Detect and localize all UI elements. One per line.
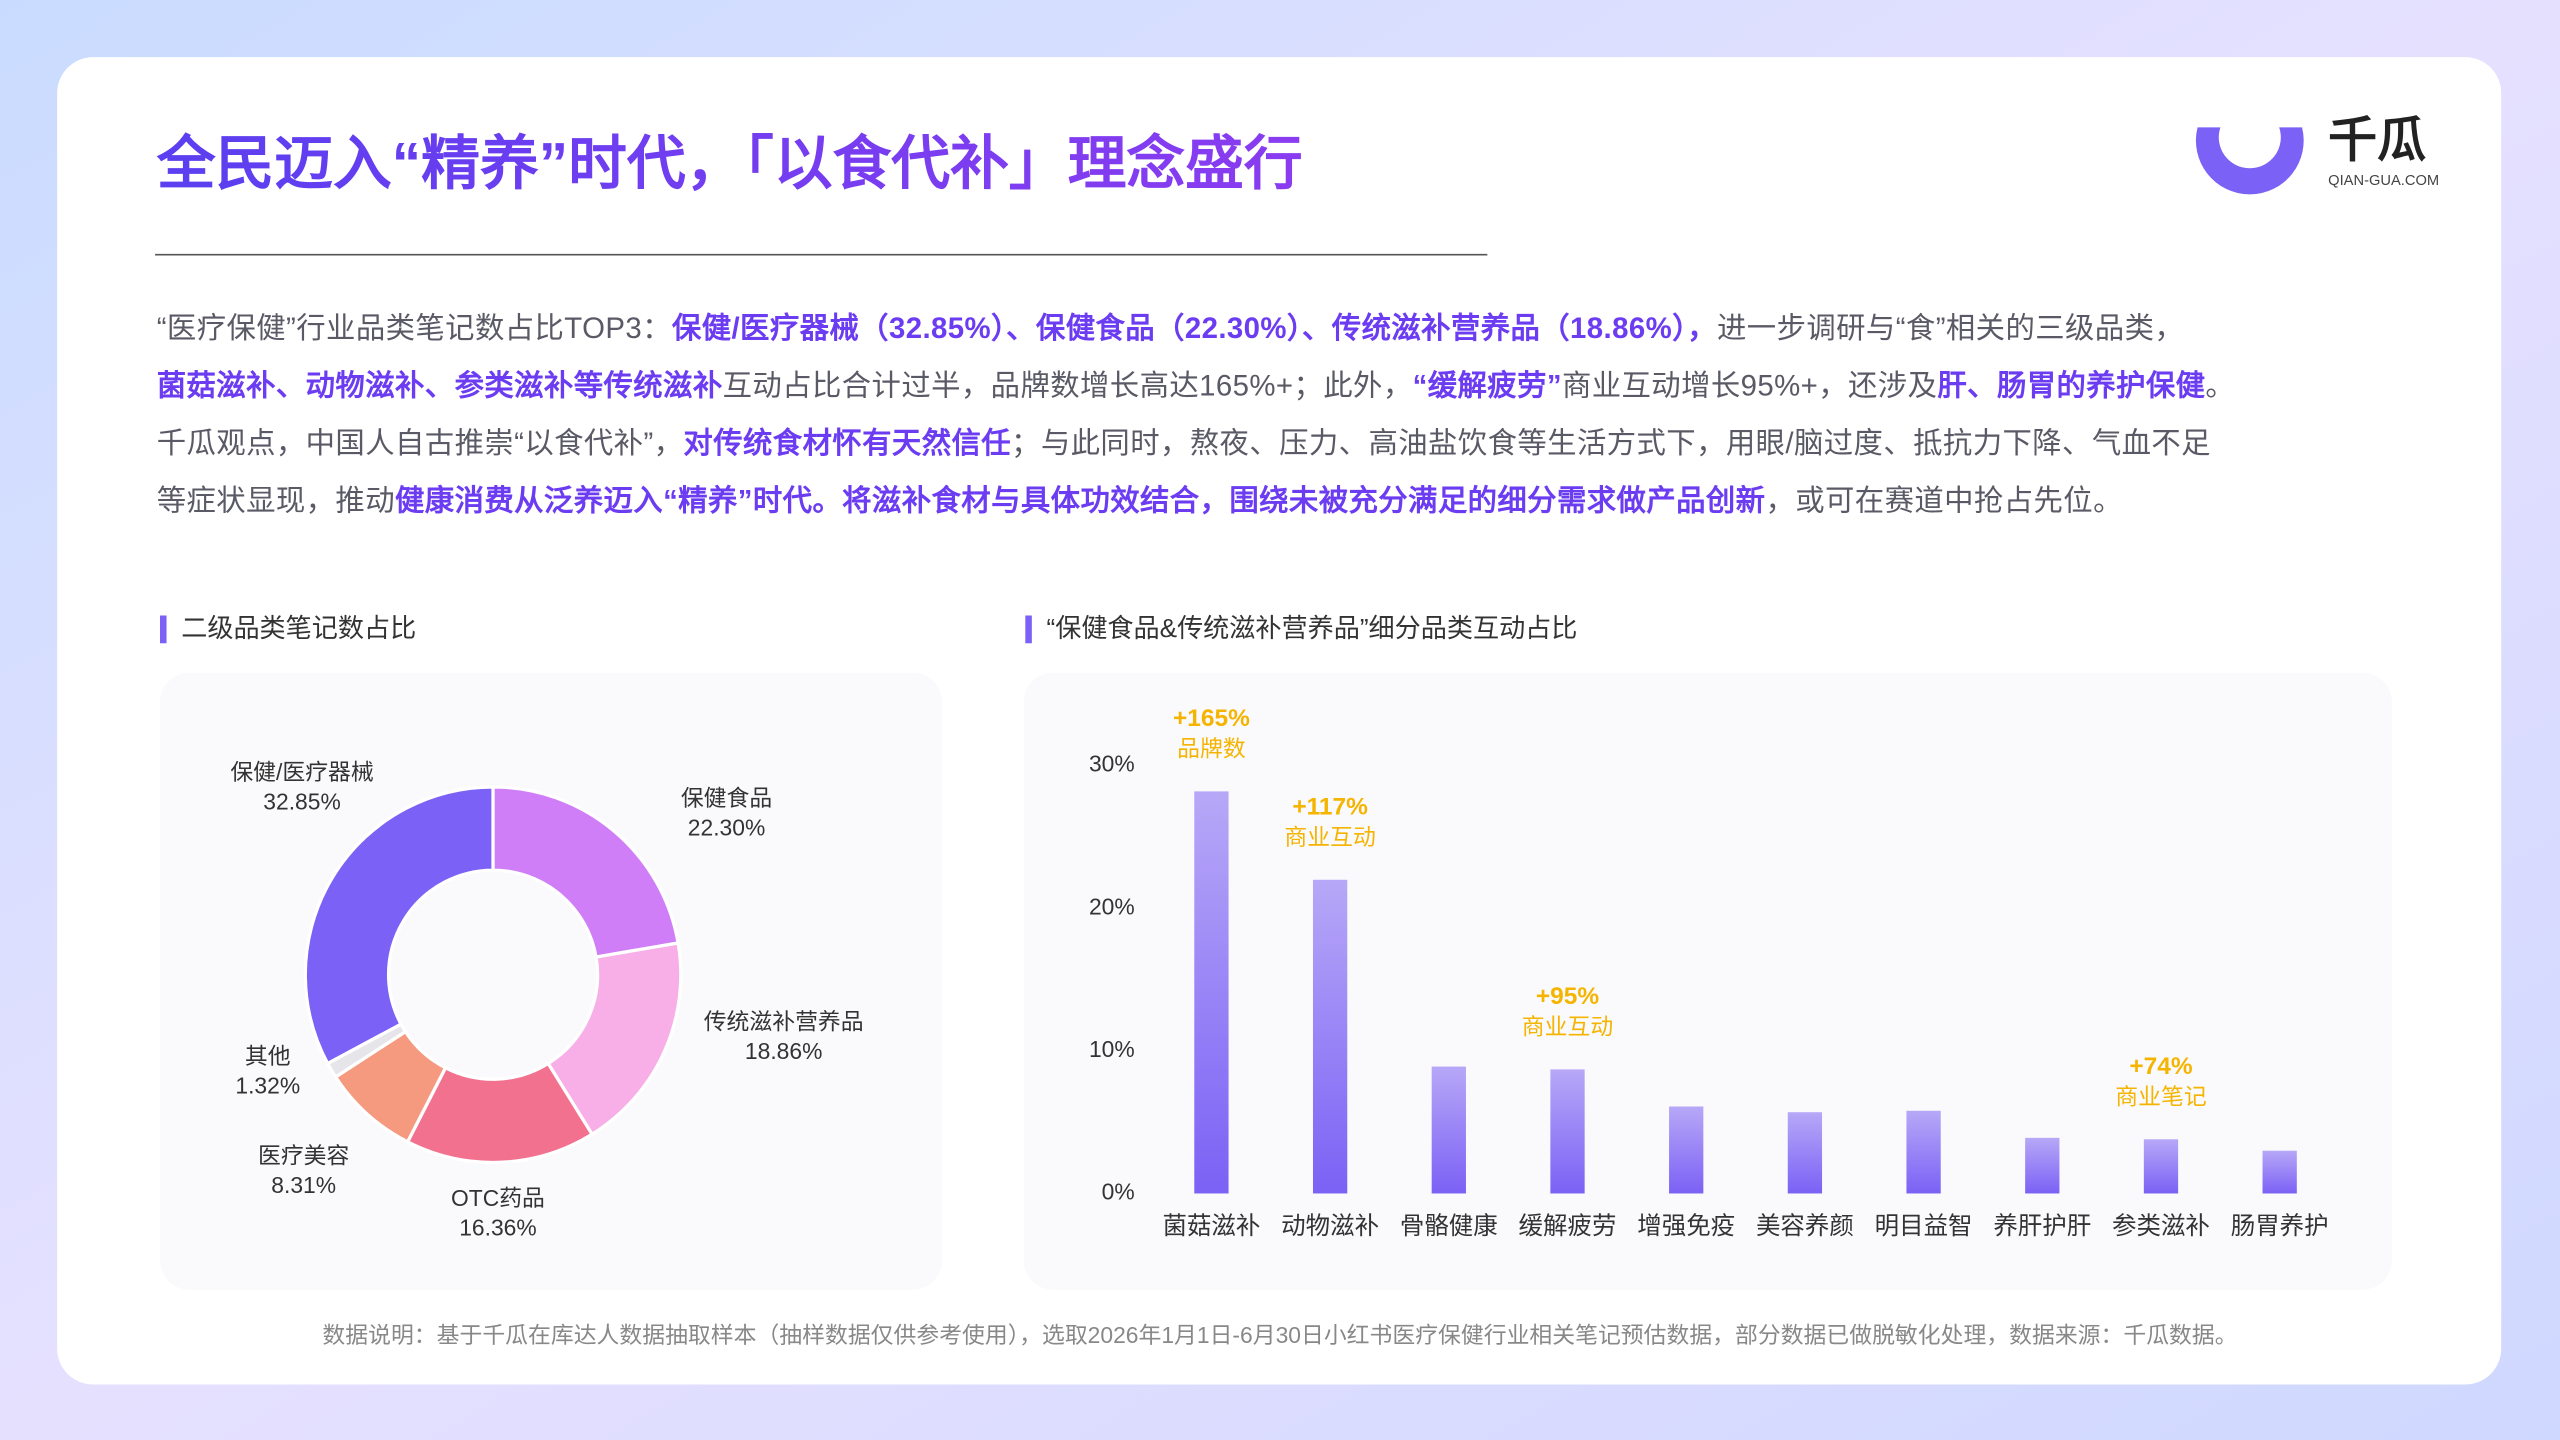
logo-text: 千瓜 (2328, 114, 2426, 168)
paragraph-line: 菌菇滋补、动物滋补、参类滋补等传统滋补互动占比合计过半，品牌数增长高达165%+… (157, 368, 2236, 402)
highlight-text: “缓解疲劳” (1413, 369, 1562, 402)
highlight-text: 健康消费从泛养迈入“精养”时代。将滋补食材与具体功效结合，围绕未被充分满足的细分… (395, 483, 1765, 517)
annotation: +74% (2129, 1053, 2193, 1080)
highlight-text: 保健/医疗器械（32.85%）、保健食品（22.30%）、传统滋补营养品（18.… (672, 311, 1717, 345)
bar (1669, 1106, 1704, 1194)
x-tick-label: 参类滋补 (2112, 1212, 2210, 1240)
body-text: 进一步调研与“食”相关的三级品类， (1717, 312, 2184, 345)
annotation-sub: 商业互动 (1284, 824, 1375, 850)
bar (1787, 1112, 1823, 1194)
slice-value: 22.30% (688, 814, 765, 840)
x-tick-label: 菌菇滋补 (1162, 1212, 1260, 1240)
slice-label: 保健食品 (681, 785, 772, 811)
y-tick-label: 30% (1089, 751, 1135, 777)
logo-icon (2195, 127, 2304, 195)
slice-label: 传统滋补营养品 (704, 1009, 864, 1035)
highlight-text: 肝、肠胃的养护保健 (1937, 368, 2205, 402)
slice-value: 18.86% (745, 1038, 822, 1064)
page-title: 全民迈入“精养”时代，「以食代补」理念盛行 (156, 131, 1303, 197)
slice-value: 1.32% (235, 1072, 300, 1098)
donut-slice (303, 785, 495, 1066)
slice-label: OTC药品 (451, 1185, 545, 1211)
chart-title: 二级品类笔记数占比 (181, 613, 416, 643)
annotation: +165% (1173, 705, 1250, 732)
slice-value: 32.85% (263, 788, 340, 814)
y-tick-label: 20% (1089, 893, 1135, 919)
annotation: +95% (1536, 983, 1600, 1010)
highlight-text: 菌菇滋补、动物滋补、参类滋补等传统滋补 (157, 368, 723, 402)
y-tick-label: 0% (1102, 1179, 1135, 1205)
chart-title: “保健食品&传统滋补营养品”细分品类互动占比 (1047, 613, 1578, 643)
x-tick-label: 美容养颜 (1756, 1212, 1854, 1240)
annotation-sub: 商业互动 (1522, 1014, 1613, 1040)
slice-label: 医疗美容 (258, 1143, 349, 1169)
donut-slice (545, 941, 683, 1137)
slice-label: 其他 (245, 1043, 291, 1069)
bar (2025, 1137, 2060, 1194)
annotation-sub: 品牌数 (1177, 736, 1246, 762)
paragraph-line: “医疗保健”行业品类笔记数占比TOP3：保健/医疗器械（32.85%）、保健食品… (157, 311, 2184, 345)
bar (1550, 1069, 1585, 1194)
paragraph-line: 千瓜观点，中国人自古推崇“以食代补”，对传统食材怀有天然信任；与此同时，熬夜、压… (157, 426, 2211, 460)
donut-slice (491, 785, 681, 959)
annotation: +117% (1292, 793, 1368, 820)
annotation-sub: 商业笔记 (2115, 1084, 2206, 1110)
bar (1431, 1066, 1466, 1194)
bar (2143, 1139, 2179, 1194)
x-tick-label: 动物滋补 (1281, 1212, 1379, 1240)
x-tick-label: 明目益智 (1875, 1212, 1973, 1240)
x-tick-label: 骨骼健康 (1400, 1212, 1498, 1240)
paragraph-line: 等症状显现，推动健康消费从泛养迈入“精养”时代。将滋补食材与具体功效结合，围绕未… (157, 483, 2123, 517)
body-text: “医疗保健”行业品类笔记数占比TOP3： (157, 312, 672, 345)
paragraph: “医疗保健”行业品类笔记数占比TOP3：保健/医疗器械（32.85%）、保健食品… (157, 311, 2236, 518)
bar (1906, 1110, 1941, 1194)
footnote: 数据说明：基于千瓜在库达人数据抽取样本（抽样数据仅供参考使用），选取2026年1… (322, 1322, 2237, 1348)
bar (2262, 1150, 2297, 1194)
slice-value: 16.36% (459, 1214, 536, 1240)
body-text: 等症状显现，推动 (157, 484, 395, 517)
left-panel (160, 672, 943, 1290)
body-text: 商业互动增长95%+，还涉及 (1562, 369, 1937, 402)
bar (1312, 879, 1348, 1194)
body-text: ；与此同时，熬夜、压力、高油盐饮食等生活方式下，用眼/脑过度、抵抗力下降、气血不… (1011, 427, 2211, 460)
slice-value: 8.31% (271, 1172, 336, 1198)
slice-label: 保健/医疗器械 (230, 759, 373, 785)
body-text: 千瓜观点，中国人自古推崇“以食代补”， (157, 427, 684, 460)
section-marker (160, 615, 167, 644)
x-tick-label: 缓解疲劳 (1519, 1212, 1617, 1240)
section-marker (1025, 615, 1032, 644)
right-panel (1023, 672, 2392, 1290)
bar (1194, 791, 1229, 1194)
x-tick-label: 增强免疫 (1637, 1212, 1735, 1240)
logo-subtext: QIAN-GUA.COM (2328, 173, 2439, 189)
donut-slice (325, 1021, 408, 1080)
body-text: 互动占比合计过半，品牌数增长高达165%+；此外， (723, 369, 1413, 402)
body-text: 。 (2205, 369, 2235, 402)
x-tick-label: 肠胃养护 (2231, 1212, 2329, 1240)
x-tick-label: 养肝护肝 (1993, 1212, 2091, 1240)
highlight-text: 对传统食材怀有天然信任 (683, 426, 1011, 460)
body-text: ，或可在赛道中抢占先位。 (1765, 484, 2122, 517)
y-tick-label: 10% (1089, 1036, 1135, 1062)
